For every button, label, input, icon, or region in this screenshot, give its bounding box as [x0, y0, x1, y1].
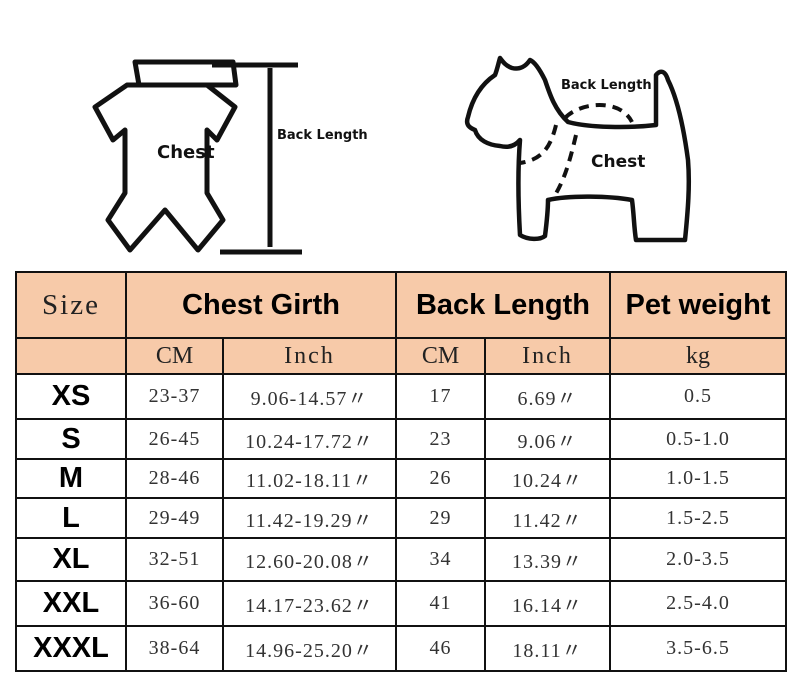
dog-outline-icon [464, 55, 692, 243]
weight-cell: 3.5-6.5 [609, 625, 787, 672]
chest-inch-cell: 9.06-14.57〃 [222, 373, 397, 420]
header-row: Size Chest Girth Back Length Pet weight [15, 271, 787, 339]
chest-inch-cell: 12.60-20.08〃 [222, 537, 397, 582]
back-cm-cell: 26 [395, 458, 486, 499]
back-inch-cell: 9.06〃 [484, 418, 611, 460]
table-row: S 26-45 10.24-17.72〃 23 9.06〃 0.5-1.0 [15, 418, 787, 460]
unit-weight-kg: kg [609, 337, 787, 375]
table-row: L 29-49 11.42-19.29〃 29 11.42〃 1.5-2.5 [15, 497, 787, 539]
garment-outline-icon [92, 59, 239, 253]
back-cm-cell: 34 [395, 537, 486, 582]
chest-cm-cell: 29-49 [125, 497, 224, 539]
unit-blank [15, 337, 127, 375]
dog-chest-label: Chest [591, 152, 646, 172]
dog-measure-lines-icon [519, 103, 634, 202]
back-inch-cell: 13.39〃 [484, 537, 611, 582]
unit-back-cm: CM [395, 337, 486, 375]
unit-chest-cm: CM [125, 337, 224, 375]
chest-cm-cell: 26-45 [125, 418, 224, 460]
header-back-length: Back Length [395, 271, 611, 339]
garment-chest-label: Chest [157, 142, 215, 163]
chest-inch-cell: 14.96-25.20〃 [222, 625, 397, 672]
chest-cm-cell: 23-37 [125, 373, 224, 420]
chest-cm-cell: 36-60 [125, 580, 224, 627]
weight-cell: 2.5-4.0 [609, 580, 787, 627]
unit-chest-inch: Inch [222, 337, 397, 375]
chest-inch-cell: 10.24-17.72〃 [222, 418, 397, 460]
table-row: XXL 36-60 14.17-23.62〃 41 16.14〃 2.5-4.0 [15, 580, 787, 627]
size-cell: S [15, 418, 127, 460]
back-inch-cell: 6.69〃 [484, 373, 611, 420]
back-inch-cell: 18.11〃 [484, 625, 611, 672]
unit-row: CM Inch CM Inch kg [15, 337, 787, 375]
chest-cm-cell: 32-51 [125, 537, 224, 582]
back-inch-cell: 11.42〃 [484, 497, 611, 539]
weight-cell: 1.5-2.5 [609, 497, 787, 539]
back-cm-cell: 29 [395, 497, 486, 539]
back-cm-cell: 41 [395, 580, 486, 627]
size-cell: XXXL [15, 625, 127, 672]
table-row: M 28-46 11.02-18.11〃 26 10.24〃 1.0-1.5 [15, 458, 787, 499]
weight-cell: 0.5-1.0 [609, 418, 787, 460]
chest-inch-cell: 11.02-18.11〃 [222, 458, 397, 499]
size-table: Size Chest Girth Back Length Pet weight … [15, 271, 787, 672]
unit-back-inch: Inch [484, 337, 611, 375]
chest-cm-cell: 28-46 [125, 458, 224, 499]
size-cell: XS [15, 373, 127, 420]
back-inch-cell: 10.24〃 [484, 458, 611, 499]
header-chest-girth: Chest Girth [125, 271, 397, 339]
back-cm-cell: 23 [395, 418, 486, 460]
chest-inch-cell: 14.17-23.62〃 [222, 580, 397, 627]
back-length-ruler-icon [212, 62, 302, 255]
size-cell: XXL [15, 580, 127, 627]
weight-cell: 2.0-3.5 [609, 537, 787, 582]
header-pet-weight: Pet weight [609, 271, 787, 339]
back-inch-cell: 16.14〃 [484, 580, 611, 627]
back-cm-cell: 17 [395, 373, 486, 420]
header-size: Size [15, 271, 127, 339]
garment-back-length-label: Back Length [277, 128, 368, 143]
table-row: XL 32-51 12.60-20.08〃 34 13.39〃 2.0-3.5 [15, 537, 787, 582]
size-cell: L [15, 497, 127, 539]
table-row: XS 23-37 9.06-14.57〃 17 6.69〃 0.5 [15, 373, 787, 420]
table-row: XXXL 38-64 14.96-25.20〃 46 18.11〃 3.5-6.5 [15, 625, 787, 672]
measurement-diagrams [92, 55, 692, 255]
chest-inch-cell: 11.42-19.29〃 [222, 497, 397, 539]
weight-cell: 0.5 [609, 373, 787, 420]
size-cell: XL [15, 537, 127, 582]
dog-back-length-label: Back Length [561, 78, 652, 93]
size-cell: M [15, 458, 127, 499]
chest-cm-cell: 38-64 [125, 625, 224, 672]
back-cm-cell: 46 [395, 625, 486, 672]
weight-cell: 1.0-1.5 [609, 458, 787, 499]
